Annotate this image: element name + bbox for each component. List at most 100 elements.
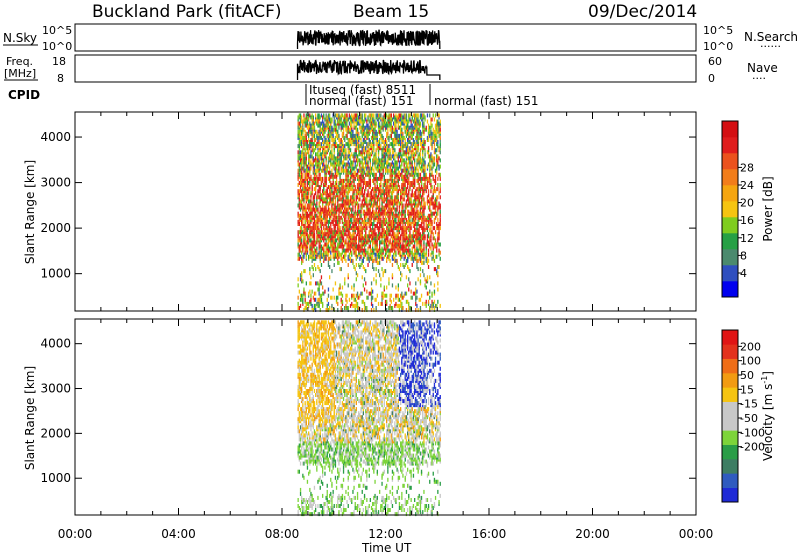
power-echo <box>362 181 364 185</box>
power-echo <box>337 246 339 251</box>
power-echo <box>353 138 355 142</box>
power-echo <box>365 201 367 206</box>
power-echo <box>306 142 309 147</box>
power-echo <box>327 250 330 255</box>
power-echo <box>348 234 351 239</box>
power-echo <box>418 217 420 222</box>
power-echo <box>396 185 398 190</box>
power-echo <box>420 234 423 239</box>
power-echo <box>395 181 397 185</box>
power-echo <box>376 131 378 136</box>
power-echo <box>407 283 409 288</box>
power-echo <box>388 252 390 257</box>
power-echo <box>368 119 370 124</box>
power-echo <box>323 252 325 257</box>
power-echo <box>386 250 388 255</box>
power-echo <box>391 185 394 190</box>
power-echo <box>424 152 426 157</box>
power-echo <box>386 164 388 169</box>
power-echo <box>426 181 429 185</box>
power-echo <box>362 150 364 155</box>
power-echo <box>324 129 326 134</box>
power-echo <box>303 213 305 218</box>
power-echo <box>388 148 390 153</box>
power-echo <box>346 142 348 147</box>
power-echo <box>393 183 395 187</box>
power-echo <box>373 119 375 124</box>
power-echo <box>384 160 387 165</box>
power-echo <box>401 205 403 210</box>
power-echo <box>345 297 347 302</box>
power-echo <box>318 129 320 134</box>
power-echo <box>377 129 380 134</box>
power-echo <box>317 160 319 165</box>
power-echo <box>339 121 341 126</box>
power-echo <box>316 142 318 147</box>
power-echo <box>311 303 313 308</box>
power-echo <box>308 195 310 200</box>
power-echo <box>313 176 316 181</box>
power-echo <box>401 172 403 177</box>
power-echo <box>338 160 340 165</box>
power-echo <box>429 306 431 310</box>
power-echo <box>394 172 396 177</box>
power-echo <box>412 222 415 226</box>
power-echo <box>322 230 324 235</box>
power-echo <box>309 125 311 130</box>
power-echo <box>331 129 333 134</box>
power-echo <box>312 148 314 153</box>
power-echo <box>379 230 381 235</box>
power-echo <box>355 164 357 169</box>
power-echo <box>316 254 318 259</box>
power-echo <box>312 252 314 257</box>
power-echo <box>325 181 327 185</box>
power-echo <box>422 187 424 192</box>
power-echo <box>417 121 419 126</box>
power-echo <box>400 217 402 222</box>
power-echo <box>369 197 371 202</box>
power-echo <box>299 254 302 259</box>
power-echo <box>367 193 369 198</box>
power-echo <box>404 129 406 134</box>
power-echo <box>322 201 324 206</box>
power-echo <box>387 236 389 241</box>
power-echo <box>323 232 325 237</box>
power-echo <box>320 135 323 140</box>
power-echo <box>394 224 396 228</box>
power-echo <box>306 140 309 144</box>
power-echo <box>339 197 341 202</box>
power-echo <box>311 246 313 251</box>
power-echo <box>366 142 368 147</box>
power-echo <box>369 291 371 296</box>
power-echo <box>377 193 380 198</box>
power-echo <box>325 117 327 122</box>
power-echo <box>315 291 317 296</box>
power-echo <box>423 234 425 239</box>
power-echo <box>396 172 398 177</box>
power-echo <box>344 228 346 233</box>
power-echo <box>315 219 317 224</box>
power-echo <box>325 201 327 206</box>
power-echo <box>306 205 309 210</box>
power-echo <box>408 222 410 226</box>
power-echo <box>395 187 397 192</box>
power-echo <box>309 222 311 226</box>
power-echo <box>370 146 373 151</box>
power-echo <box>362 162 364 167</box>
power-echo <box>376 117 378 122</box>
power-echo <box>320 168 323 173</box>
power-echo <box>297 125 299 130</box>
power-echo <box>349 250 352 255</box>
power-echo <box>375 156 377 161</box>
power-echo <box>341 217 344 222</box>
power-echo <box>363 138 366 142</box>
power-echo <box>384 238 387 243</box>
power-echo <box>310 297 312 302</box>
power-echo <box>362 125 364 130</box>
power-echo <box>418 238 420 243</box>
power-echo <box>359 256 361 261</box>
power-echo <box>397 166 399 171</box>
power-echo <box>319 152 321 157</box>
power-echo <box>362 258 364 263</box>
power-echo <box>407 121 409 126</box>
